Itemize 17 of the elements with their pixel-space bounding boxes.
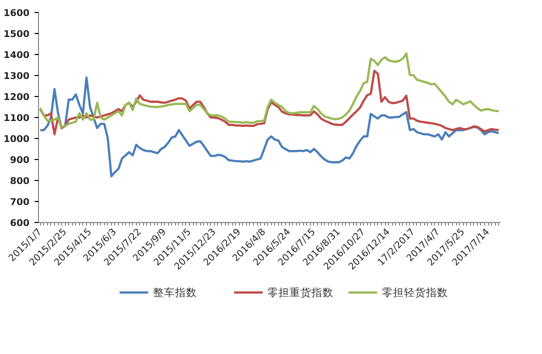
y-tick-label: 1100: [4, 113, 30, 124]
line-series: [39, 52, 500, 128]
legend-label: 整车指数: [152, 286, 197, 299]
y-tick-label: 900: [10, 155, 30, 166]
y-tick-label: 1200: [4, 92, 30, 103]
y-tick-label: 1300: [4, 71, 30, 82]
y-tick-label: 800: [10, 176, 30, 187]
y-tick-label: 1400: [4, 50, 30, 61]
legend-label: 零担重货指数: [267, 286, 334, 299]
line-series: [39, 76, 500, 178]
y-tick-label: 1000: [4, 134, 30, 145]
y-tick-label: 1600: [4, 8, 30, 19]
y-tick-label: 600: [10, 218, 30, 229]
y-tick-label: 700: [10, 197, 30, 208]
legend-label: 零担轻货指数: [382, 286, 448, 299]
y-tick-label: 1500: [4, 29, 30, 40]
line-series: [39, 70, 500, 136]
